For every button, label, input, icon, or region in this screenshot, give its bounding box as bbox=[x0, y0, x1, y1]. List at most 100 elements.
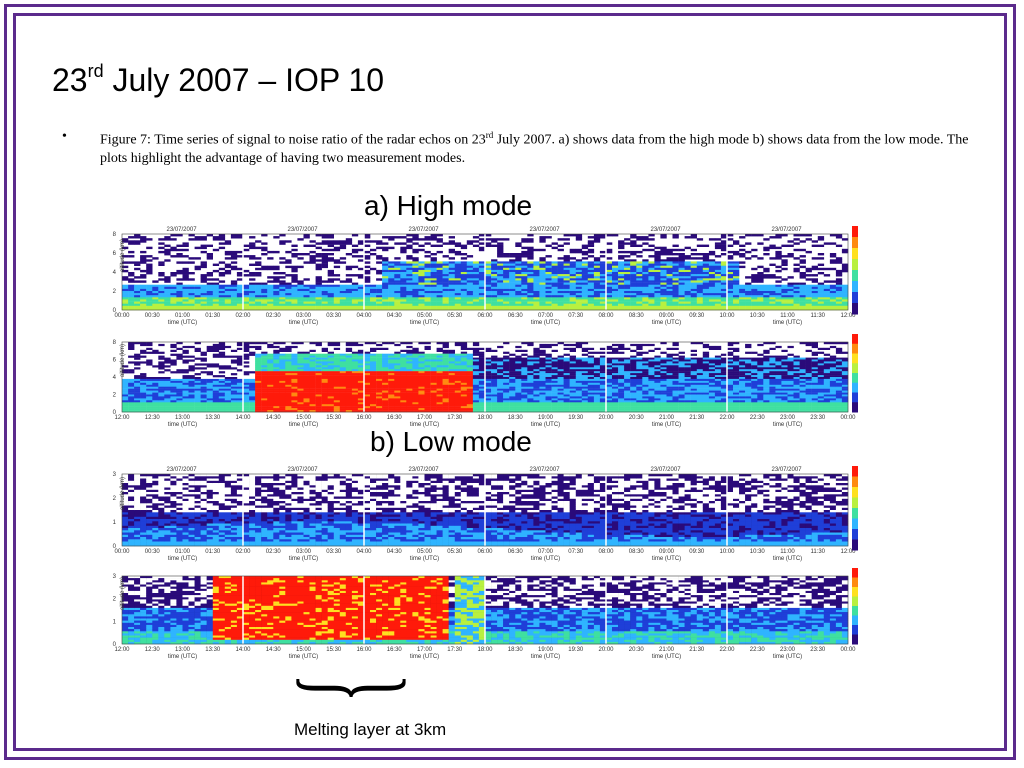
y-tick-label: 0 bbox=[113, 308, 117, 314]
x-tick-label: 09:30 bbox=[689, 313, 705, 319]
x-tick-label: 23:00 bbox=[780, 415, 796, 421]
x-tick-label: 04:30 bbox=[387, 549, 403, 555]
x-axis-label: time (UTC) bbox=[289, 654, 318, 660]
slide-outer-border bbox=[4, 4, 1016, 760]
x-tick-label: 17:30 bbox=[447, 415, 463, 421]
x-tick-label: 05:30 bbox=[447, 549, 463, 555]
x-tick-label: 20:00 bbox=[598, 415, 614, 421]
x-tick-label: 22:00 bbox=[719, 415, 735, 421]
y-axis-label: altitude (km) bbox=[120, 239, 126, 272]
x-tick-label: 09:00 bbox=[659, 549, 675, 555]
x-tick-label: 18:00 bbox=[477, 415, 493, 421]
x-axis-label: time (UTC) bbox=[168, 556, 197, 562]
low-mode-label: b) Low mode bbox=[370, 426, 532, 457]
y-tick-label: 0 bbox=[113, 410, 117, 416]
y-axis-label: altitude (km) bbox=[120, 477, 126, 510]
title-rest: July 2007 – IOP 10 bbox=[103, 62, 385, 98]
x-tick-label: 19:30 bbox=[568, 647, 584, 653]
x-tick-label: 15:30 bbox=[326, 647, 342, 653]
x-tick-label: 17:00 bbox=[417, 415, 433, 421]
x-tick-label: 07:00 bbox=[538, 313, 554, 319]
x-tick-label: 06:30 bbox=[508, 549, 524, 555]
x-tick-label: 19:30 bbox=[568, 415, 584, 421]
x-tick-label: 13:30 bbox=[205, 647, 221, 653]
slide-inner-border bbox=[13, 13, 1007, 751]
panel-date-label: 23/07/2007 bbox=[288, 467, 319, 473]
x-tick-label: 03:30 bbox=[326, 313, 342, 319]
high-mode-panel-1: 23/07/2007 23/07/2007 23/07/2007 23/07/2007… bbox=[98, 222, 858, 326]
x-axis-label: time (UTC) bbox=[289, 422, 318, 428]
x-tick-label: 04:00 bbox=[356, 549, 372, 555]
x-axis-label: time (UTC) bbox=[168, 422, 197, 428]
x-tick-label: 13:00 bbox=[175, 415, 191, 421]
y-tick-label: 2 bbox=[113, 393, 117, 399]
x-tick-label: 23:00 bbox=[780, 647, 796, 653]
x-axis-label: time (UTC) bbox=[773, 654, 802, 660]
x-tick-label: 16:00 bbox=[356, 415, 372, 421]
x-tick-label: 03:00 bbox=[296, 313, 312, 319]
x-tick-label: 02:30 bbox=[266, 549, 282, 555]
x-tick-label: 06:00 bbox=[477, 313, 493, 319]
x-tick-label: 02:00 bbox=[235, 549, 251, 555]
x-tick-label: 14:00 bbox=[235, 415, 251, 421]
x-tick-label: 08:30 bbox=[629, 313, 645, 319]
panel-date-label: 23/07/2007 bbox=[167, 227, 198, 233]
x-tick-label: 05:30 bbox=[447, 313, 463, 319]
x-tick-label: 13:00 bbox=[175, 647, 191, 653]
x-tick-label: 22:30 bbox=[750, 647, 766, 653]
y-tick-label: 6 bbox=[113, 251, 117, 257]
x-tick-label: 09:30 bbox=[689, 549, 705, 555]
x-tick-label: 10:30 bbox=[750, 313, 766, 319]
y-tick-label: 8 bbox=[113, 340, 117, 346]
y-tick-label: 2 bbox=[113, 496, 117, 502]
figure-caption: Figure 7: Time series of signal to noise… bbox=[100, 126, 980, 168]
x-tick-label: 15:00 bbox=[296, 415, 312, 421]
radar-texture bbox=[122, 474, 849, 547]
x-tick-label: 11:30 bbox=[810, 549, 825, 555]
x-tick-label: 10:00 bbox=[719, 313, 735, 319]
x-tick-label: 16:30 bbox=[387, 647, 403, 653]
title-day: 23 bbox=[52, 62, 88, 98]
x-tick-label: 02:00 bbox=[235, 313, 251, 319]
x-tick-label: 09:00 bbox=[659, 313, 675, 319]
x-tick-label: 12:00 bbox=[840, 549, 856, 555]
x-tick-label: 17:30 bbox=[447, 647, 463, 653]
y-tick-label: 2 bbox=[113, 597, 117, 603]
x-tick-label: 14:30 bbox=[266, 415, 282, 421]
x-tick-label: 04:00 bbox=[356, 313, 372, 319]
x-tick-label: 12:30 bbox=[145, 415, 161, 421]
x-tick-label: 11:00 bbox=[780, 549, 795, 555]
x-tick-label: 16:30 bbox=[387, 415, 403, 421]
x-tick-label: 14:30 bbox=[266, 647, 282, 653]
x-tick-label: 23:30 bbox=[810, 647, 826, 653]
x-tick-label: 00:30 bbox=[145, 549, 161, 555]
y-tick-label: 2 bbox=[113, 289, 117, 295]
x-tick-label: 20:30 bbox=[629, 647, 645, 653]
x-tick-label: 05:00 bbox=[417, 549, 433, 555]
x-tick-label: 11:30 bbox=[810, 313, 825, 319]
y-tick-label: 1 bbox=[113, 520, 117, 526]
x-tick-label: 10:30 bbox=[750, 549, 766, 555]
y-tick-label: 4 bbox=[113, 375, 117, 381]
x-tick-label: 06:00 bbox=[477, 549, 493, 555]
x-tick-label: 14:00 bbox=[235, 647, 251, 653]
x-tick-label: 01:30 bbox=[205, 313, 221, 319]
radar-texture bbox=[122, 342, 849, 413]
high-mode-panel-2: 8 6 4 2 0 altitude (km) 12:00 12:30 13:00 13:30 14… bbox=[98, 330, 858, 428]
x-tick-label: 01:00 bbox=[175, 549, 191, 555]
x-tick-label: 18:00 bbox=[477, 647, 493, 653]
x-tick-label: 20:00 bbox=[598, 647, 614, 653]
x-axis-label: time (UTC) bbox=[531, 422, 560, 428]
x-tick-label: 08:00 bbox=[598, 313, 614, 319]
x-axis-label: time (UTC) bbox=[289, 320, 318, 326]
x-tick-label: 22:00 bbox=[719, 647, 735, 653]
x-tick-label: 00:00 bbox=[840, 415, 856, 421]
panel-date-label: 23/07/2007 bbox=[651, 467, 682, 473]
y-tick-label: 3 bbox=[113, 574, 117, 580]
x-tick-label: 23:30 bbox=[810, 415, 826, 421]
x-axis-label: time (UTC) bbox=[531, 320, 560, 326]
caption-ordinal: rd bbox=[485, 130, 494, 140]
x-tick-label: 08:30 bbox=[629, 549, 645, 555]
x-axis-label: time (UTC) bbox=[410, 556, 439, 562]
panel-date-label: 23/07/2007 bbox=[530, 467, 561, 473]
